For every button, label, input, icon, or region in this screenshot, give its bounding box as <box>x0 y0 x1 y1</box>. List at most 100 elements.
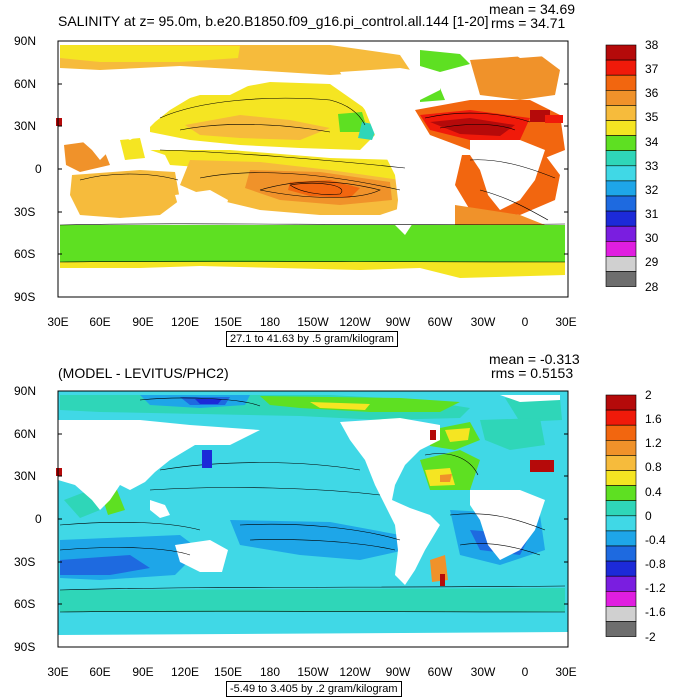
colorbar-swatch <box>605 271 637 287</box>
contour-range-note: -5.49 to 3.405 by .2 gram/kilogram <box>226 681 402 697</box>
lon-label: 30E <box>555 665 577 679</box>
lon-label: 0 <box>521 665 529 679</box>
rms-stat: rms = 0.5153 <box>491 365 574 381</box>
colorbar-swatch <box>605 256 637 272</box>
lon-label: 30W <box>470 315 496 329</box>
colorbar-tick-label: 37 <box>645 62 659 77</box>
lon-label: 30E <box>47 665 69 679</box>
axis-ticks <box>58 390 568 648</box>
lat-label: 60S <box>14 597 36 611</box>
lat-label: 60N <box>14 427 37 441</box>
lon-label: 180 <box>259 315 281 329</box>
colorbar-swatch <box>605 591 637 607</box>
colorbar-tick-label: 0.8 <box>645 460 662 475</box>
lon-label: 120W <box>339 315 371 329</box>
colorbar-tick-label: 1.2 <box>645 436 662 451</box>
salinity-map <box>56 40 569 298</box>
lon-label: 90E <box>132 315 154 329</box>
colorbar-swatch <box>605 394 637 411</box>
colorbar-swatch <box>605 606 637 622</box>
colorbar-swatch <box>605 515 637 532</box>
salinity-difference-map <box>56 390 569 648</box>
contour-range-note: 27.1 to 41.63 by .5 gram/kilogram <box>226 331 398 347</box>
colorbar-swatch <box>605 409 637 426</box>
colorbar-swatch <box>605 575 637 592</box>
colorbar-tick-label: 0 <box>645 508 652 523</box>
rms-stat: rms = 34.71 <box>491 15 566 31</box>
colorbar-swatch <box>605 90 637 106</box>
colorbar-swatch <box>605 44 637 61</box>
colorbar-swatch <box>605 150 637 167</box>
lon-label: 180 <box>259 665 281 679</box>
colorbar-swatch <box>605 530 637 547</box>
lon-label: 60W <box>427 665 453 679</box>
lon-label: 150W <box>297 665 329 679</box>
colorbar-swatch <box>605 560 637 577</box>
colorbar-tick-label: -0.8 <box>645 557 666 572</box>
mean-stat: mean = -0.313 <box>489 351 580 367</box>
colorbar-tick-label: 35 <box>645 110 659 125</box>
lon-label: 30E <box>555 315 577 329</box>
colorbar-swatch <box>605 500 637 517</box>
lon-label: 150E <box>213 315 243 329</box>
colorbar-tick-label: 31 <box>645 207 659 222</box>
colorbar-tick-label: 36 <box>645 86 659 101</box>
lon-label: 60E <box>89 315 111 329</box>
spot-marks <box>56 430 554 586</box>
colorbar-tick-label: 0.4 <box>645 484 662 499</box>
colorbar-swatch <box>605 621 637 637</box>
colorbar-tick-label: 1.6 <box>645 412 662 427</box>
axis-ticks <box>58 40 568 298</box>
colorbar-swatch <box>605 210 637 227</box>
colorbar-tick-label: -2 <box>645 629 656 644</box>
lon-label: 60E <box>89 665 111 679</box>
colorbar-tick-label: -0.4 <box>645 532 666 547</box>
colorbar <box>605 394 637 637</box>
colorbar-tick-label: 34 <box>645 134 659 149</box>
colorbar-swatch <box>605 135 637 152</box>
colorbar-swatch <box>605 455 637 471</box>
colorbar-tick-label: 29 <box>645 255 659 270</box>
colorbar-swatch <box>605 424 637 441</box>
lat-label: 90S <box>14 290 36 304</box>
lat-label: 0 <box>35 512 42 526</box>
colorbar-tick-label: 28 <box>645 279 659 294</box>
salinity-difference-map-panel: (MODEL - LEVITUS/PHC2) mean = -0.313 rms… <box>0 350 700 700</box>
lon-label: 90W <box>385 665 411 679</box>
colorbar <box>605 44 637 287</box>
colorbar-tick-label: 2 <box>645 388 652 402</box>
colorbar-tick-label: 30 <box>645 231 659 246</box>
lon-label: 150W <box>297 315 329 329</box>
colorbar-swatch <box>605 440 637 456</box>
lon-label: 150E <box>213 665 243 679</box>
lat-label: 30S <box>14 555 36 569</box>
colorbar-swatch <box>605 120 637 136</box>
land-mask <box>58 395 568 647</box>
contour-lines <box>59 97 566 263</box>
colorbar-swatch <box>605 74 637 91</box>
land-mask <box>58 45 568 297</box>
colorbar-tick-label: -1.6 <box>645 605 666 620</box>
mean-stat: mean = 34.69 <box>489 1 576 17</box>
spot-marks <box>56 110 563 126</box>
colorbar-swatch <box>605 470 637 486</box>
lon-label: 120E <box>170 315 200 329</box>
lat-label: 0 <box>35 162 42 176</box>
colorbar-tick-label: 33 <box>645 158 659 173</box>
lon-label: 0 <box>521 315 529 329</box>
salinity-map-panel: SALINITY at z= 95.0m, b.e20.B1850.f09_g1… <box>14 1 659 347</box>
colorbar-tick-label: 38 <box>645 38 659 52</box>
colorbar-swatch <box>605 485 637 502</box>
lat-label: 30S <box>14 205 36 219</box>
colorbar-tick-label: -1.2 <box>645 581 666 596</box>
colorbar-swatch <box>605 59 637 76</box>
lon-label: 30W <box>470 665 496 679</box>
lat-label: 60S <box>14 247 36 261</box>
map-title: SALINITY at z= 95.0m, b.e20.B1850.f09_g1… <box>58 13 489 29</box>
lon-label: 90E <box>132 665 154 679</box>
lat-label: 90S <box>14 640 36 654</box>
colorbar-swatch <box>605 105 637 121</box>
lon-label: 120W <box>339 665 371 679</box>
colorbar-swatch <box>605 180 637 197</box>
colorbar-swatch <box>605 225 637 242</box>
